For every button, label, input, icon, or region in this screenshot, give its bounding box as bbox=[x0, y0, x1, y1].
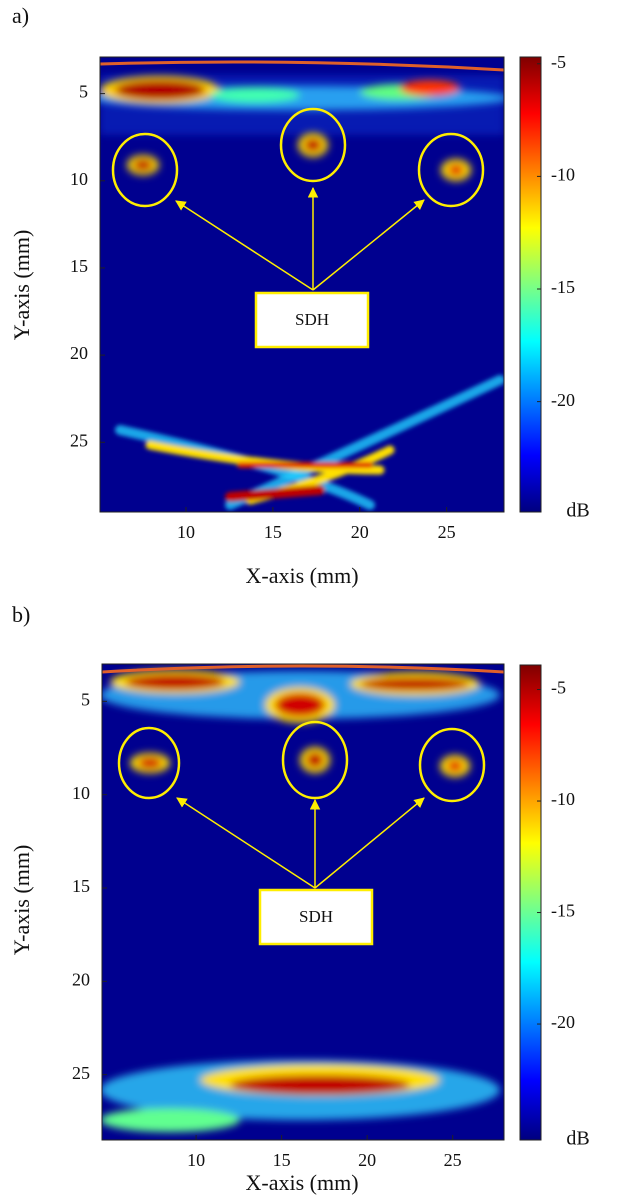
y-axis-label: Y-axis (mm) bbox=[9, 230, 34, 341]
y-tick-label: 15 bbox=[72, 876, 90, 896]
x-tick-label: 10 bbox=[177, 522, 195, 542]
colorbar-tick-label: -15 bbox=[551, 901, 575, 921]
panel-label: b) bbox=[12, 602, 30, 627]
y-tick-label: 5 bbox=[79, 82, 88, 102]
colorbar-tick-label: -20 bbox=[551, 390, 575, 410]
y-tick-label: 20 bbox=[70, 343, 88, 363]
colorbar-tick-label: -10 bbox=[551, 789, 575, 809]
y-tick-label: 25 bbox=[72, 1063, 90, 1083]
x-tick-label: 20 bbox=[351, 522, 369, 542]
annotation-graphics bbox=[117, 720, 486, 946]
x-tick-label: 15 bbox=[273, 1150, 291, 1170]
y-axis-label: Y-axis (mm) bbox=[9, 845, 34, 956]
panel-label: a) bbox=[12, 3, 29, 28]
x-tick-label: 25 bbox=[444, 1150, 462, 1170]
annotation-graphics bbox=[111, 107, 485, 349]
y-tick-label: 10 bbox=[70, 169, 88, 189]
colorbar bbox=[519, 56, 542, 513]
x-tick-label: 15 bbox=[264, 522, 282, 542]
colorbar-tick-label: -5 bbox=[551, 678, 566, 698]
colorbar-tick-label: -15 bbox=[551, 277, 575, 297]
panel: SDH a) X-axis (mm) Y-axis (mm) dB 10 15 20… bbox=[9, 3, 590, 588]
annotation-label: SDH bbox=[299, 907, 333, 926]
colorbar-tick-label: -5 bbox=[551, 52, 566, 72]
plot-frame bbox=[99, 56, 505, 513]
colorbar-tick-label: -10 bbox=[551, 165, 575, 185]
x-axis-label: X-axis (mm) bbox=[245, 563, 358, 588]
colorbar-label: dB bbox=[566, 500, 589, 522]
colorbar-label: dB bbox=[566, 1128, 589, 1150]
y-tick-label: 20 bbox=[72, 969, 90, 989]
panel: SDH b) X-axis (mm) Y-axis (mm) dB 10 15 20… bbox=[9, 602, 590, 1195]
x-tick-label: 25 bbox=[438, 522, 456, 542]
y-tick-label: 10 bbox=[72, 783, 90, 803]
plot-frame bbox=[101, 663, 505, 1141]
colorbar bbox=[519, 664, 542, 1141]
heatmap-image bbox=[100, 57, 504, 512]
colorbar-tick-label: -20 bbox=[551, 1012, 575, 1032]
y-tick-label: 15 bbox=[70, 256, 88, 276]
y-tick-label: 5 bbox=[81, 689, 90, 709]
annotation-label: SDH bbox=[295, 310, 329, 329]
y-tick-label: 25 bbox=[70, 430, 88, 450]
x-tick-label: 20 bbox=[358, 1150, 376, 1170]
x-tick-label: 10 bbox=[187, 1150, 205, 1170]
x-axis-label: X-axis (mm) bbox=[245, 1170, 358, 1195]
